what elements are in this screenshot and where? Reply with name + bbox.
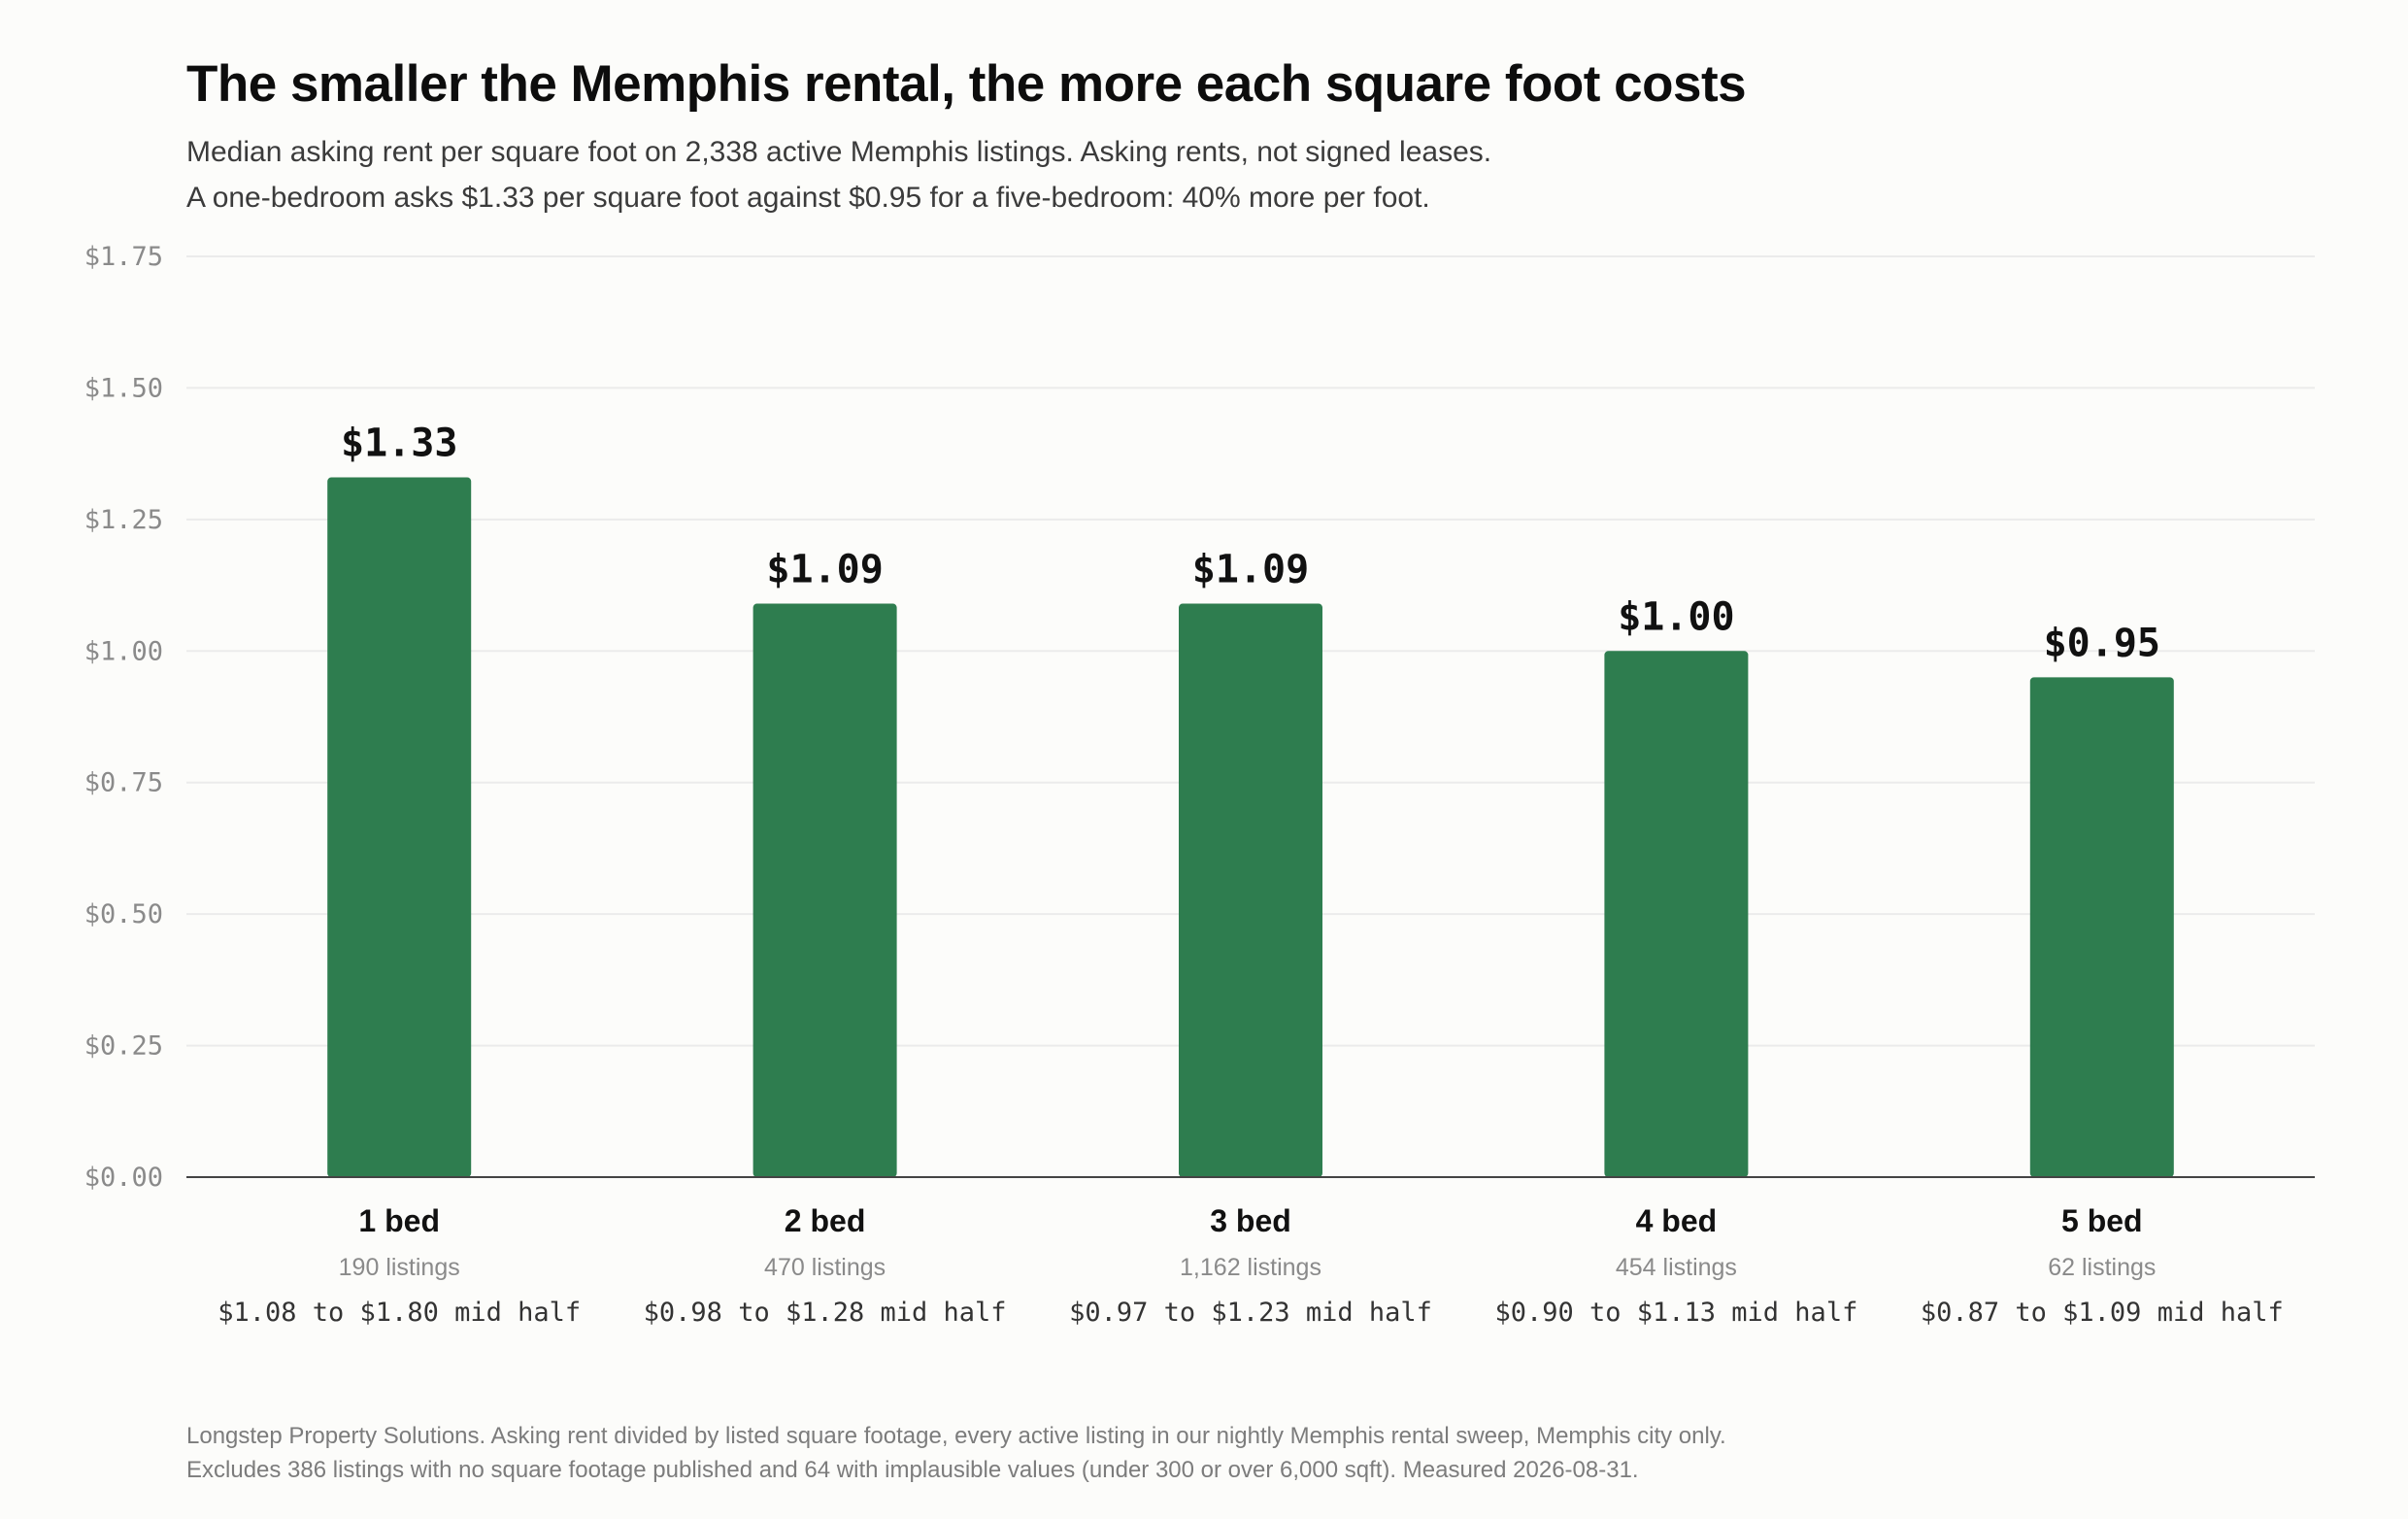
mid-half-range-label: $1.08 to $1.80 mid half [217,1298,581,1328]
x-category-label: 2 bed [785,1203,866,1238]
chart-subtitle-line-2: A one-bedroom asks $1.33 per square foot… [186,182,1430,214]
listing-count-label: 454 listings [1616,1254,1737,1281]
listing-count-label: 1,162 listings [1180,1254,1321,1281]
x-category-label: 5 bed [2061,1203,2143,1238]
y-tick-label: $0.25 [84,1031,163,1062]
bar-value-label: $1.33 [341,422,457,466]
bar-1-bed [327,477,472,1177]
bar-value-label: $1.09 [766,548,883,592]
bar-value-label: $0.95 [2044,621,2160,665]
y-tick-label: $0.75 [84,768,163,798]
bar-value-labels: $1.33 $1.09 $1.09 $1.00 $0.95 [341,422,2160,666]
y-tick-label: $0.50 [84,899,163,929]
listing-count-label: 190 listings [339,1254,460,1281]
bars [327,477,2174,1177]
x-category-label: 3 bed [1210,1203,1291,1238]
y-tick-label: $1.25 [84,505,163,535]
mid-half-range-label: $0.97 to $1.23 mid half [1069,1298,1432,1328]
bar-4-bed [1604,651,1749,1177]
listing-count-label: 62 listings [2048,1254,2156,1281]
x-category-label: 1 bed [358,1203,440,1238]
bar-5-bed [2029,677,2174,1177]
mid-half-range-label: $0.98 to $1.28 mid half [644,1298,1007,1328]
mid-half-range-label: $0.87 to $1.09 mid half [1921,1298,2284,1328]
y-tick-label: $1.50 [84,373,163,403]
y-tick-label: $1.00 [84,636,163,666]
x-axis-category-labels: 1 bed 190 listings $1.08 to $1.80 mid half… [217,1203,2283,1328]
bar-3-bed [1179,603,1322,1177]
bar-2-bed [752,603,897,1177]
bar-chart: $0.00 $0.25 $0.50 $0.75 $1.00 $1.25 $1.50 $1.75… [84,242,2315,1328]
y-axis-tick-labels: $0.00 $0.25 $0.50 $0.75 $1.00 $1.25 $1.50 $1.75 [84,242,163,1193]
y-tick-label: $1.75 [84,242,163,272]
bar-value-label: $1.09 [1192,548,1309,592]
mid-half-range-label: $0.90 to $1.13 mid half [1494,1298,1857,1328]
chart-title: The smaller the Memphis rental, the more… [186,55,1747,113]
source-note-line-1: Longstep Property Solutions. Asking rent… [186,1423,1726,1449]
chart-subtitle-line-1: Median asking rent per square foot on 2,… [186,136,1492,168]
listing-count-label: 470 listings [764,1254,886,1281]
y-tick-label: $0.00 [84,1163,163,1193]
x-category-label: 4 bed [1636,1203,1718,1238]
source-note-line-2: Excludes 386 listings with no square foo… [186,1457,1639,1483]
bar-value-label: $1.00 [1618,594,1734,639]
